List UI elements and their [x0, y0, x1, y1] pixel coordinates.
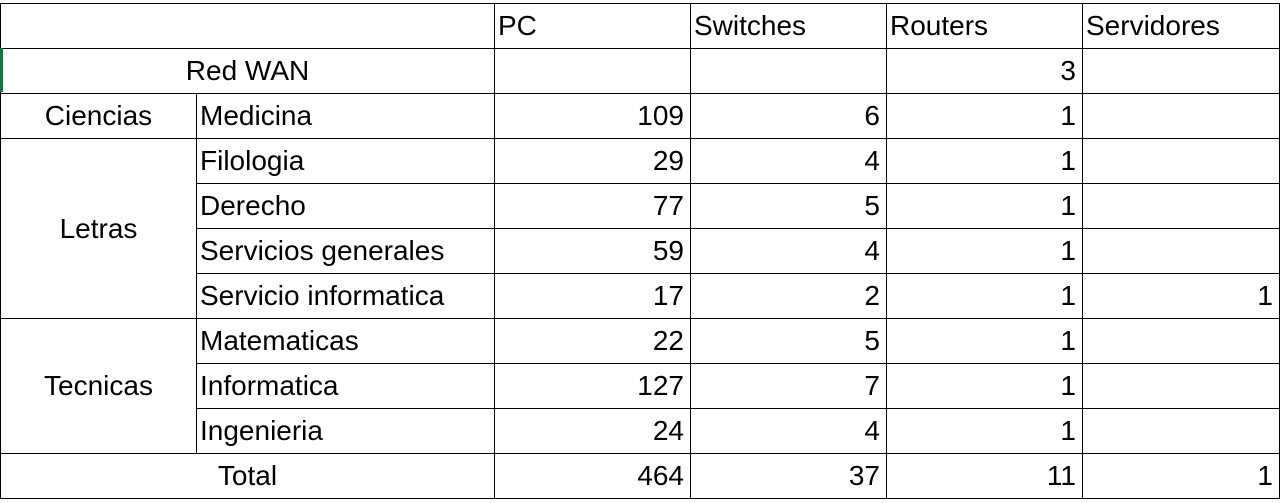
table-row: Ciencias Medicina 109 6 1 — [0, 93, 1280, 139]
row-name[interactable]: Servicio informatica — [196, 273, 495, 319]
row-pc[interactable]: 29 — [494, 138, 691, 184]
group-letras[interactable]: Letras — [0, 138, 197, 319]
row-servidores[interactable] — [1082, 93, 1280, 139]
row-pc[interactable]: 22 — [494, 318, 691, 364]
row-pc[interactable]: 77 — [494, 183, 691, 229]
row-name[interactable]: Matematicas — [196, 318, 495, 364]
row-switches[interactable]: 4 — [690, 408, 887, 454]
network-inventory-table: PC Switches Routers Servidores Red WAN 3… — [0, 3, 1280, 499]
wan-servidores[interactable] — [1082, 48, 1280, 94]
row-switches[interactable]: 2 — [690, 273, 887, 319]
row-servidores[interactable]: 1 — [1082, 273, 1280, 319]
header-servidores[interactable]: Servidores — [1082, 3, 1280, 49]
row-pc[interactable]: 59 — [494, 228, 691, 274]
total-switches[interactable]: 37 — [690, 453, 887, 499]
row-switches[interactable]: 7 — [690, 363, 887, 409]
header-switches[interactable]: Switches — [690, 3, 887, 49]
total-pc[interactable]: 464 — [494, 453, 691, 499]
table-row: Ingenieria 24 4 1 — [1, 408, 1280, 454]
row-switches[interactable]: 6 — [690, 93, 887, 139]
row-routers[interactable]: 1 — [886, 363, 1083, 409]
row-pc[interactable]: 127 — [494, 363, 691, 409]
row-name[interactable]: Medicina — [196, 93, 495, 139]
row-servidores[interactable] — [1082, 138, 1280, 184]
row-pc[interactable]: 24 — [494, 408, 691, 454]
row-routers[interactable]: 1 — [886, 408, 1083, 454]
wan-row: Red WAN 3 — [0, 48, 1280, 94]
table-row: Tecnicas Matematicas 22 5 1 — [0, 318, 1280, 454]
total-routers[interactable]: 11 — [886, 453, 1083, 499]
row-pc[interactable]: 109 — [494, 93, 691, 139]
header-routers[interactable]: Routers — [886, 3, 1083, 49]
row-name[interactable]: Filologia — [196, 138, 495, 184]
row-pc[interactable]: 17 — [494, 273, 691, 319]
row-name[interactable]: Derecho — [196, 183, 495, 229]
row-routers[interactable]: 1 — [886, 228, 1083, 274]
total-label[interactable]: Total — [0, 453, 495, 499]
row-servidores[interactable] — [1082, 183, 1280, 229]
row-switches[interactable]: 5 — [690, 183, 887, 229]
header-row: PC Switches Routers Servidores — [0, 3, 1280, 49]
row-routers[interactable]: 1 — [886, 93, 1083, 139]
row-routers[interactable]: 1 — [886, 318, 1083, 364]
row-routers[interactable]: 1 — [886, 138, 1083, 184]
row-name[interactable]: Servicios generales — [196, 228, 495, 274]
wan-switches[interactable] — [690, 48, 887, 94]
header-empty-cell[interactable] — [0, 3, 495, 49]
row-switches[interactable]: 4 — [690, 138, 887, 184]
row-routers[interactable]: 1 — [886, 183, 1083, 229]
active-cell-indicator — [0, 48, 3, 92]
group-tecnicas[interactable]: Tecnicas — [0, 318, 197, 454]
wan-routers[interactable]: 3 — [886, 48, 1083, 94]
table-row: Servicio informatica 17 2 1 1 — [1, 273, 1280, 319]
total-servidores[interactable]: 1 — [1082, 453, 1280, 499]
row-switches[interactable]: 5 — [690, 318, 887, 364]
row-name[interactable]: Ingenieria — [196, 408, 495, 454]
row-routers[interactable]: 1 — [886, 273, 1083, 319]
row-servidores[interactable] — [1082, 408, 1280, 454]
total-row: Total 464 37 11 1 — [0, 453, 1280, 499]
row-switches[interactable]: 4 — [690, 228, 887, 274]
wan-pc[interactable] — [494, 48, 691, 94]
wan-label[interactable]: Red WAN — [0, 48, 495, 94]
row-servidores[interactable] — [1082, 363, 1280, 409]
row-servidores[interactable] — [1082, 318, 1280, 364]
header-pc[interactable]: PC — [494, 3, 691, 49]
row-servidores[interactable] — [1082, 228, 1280, 274]
table-row: Letras Filologia 29 4 1 — [0, 138, 1280, 319]
row-name[interactable]: Informatica — [196, 363, 495, 409]
group-ciencias[interactable]: Ciencias — [0, 93, 197, 139]
table-row: Derecho 77 5 1 — [1, 183, 1280, 229]
